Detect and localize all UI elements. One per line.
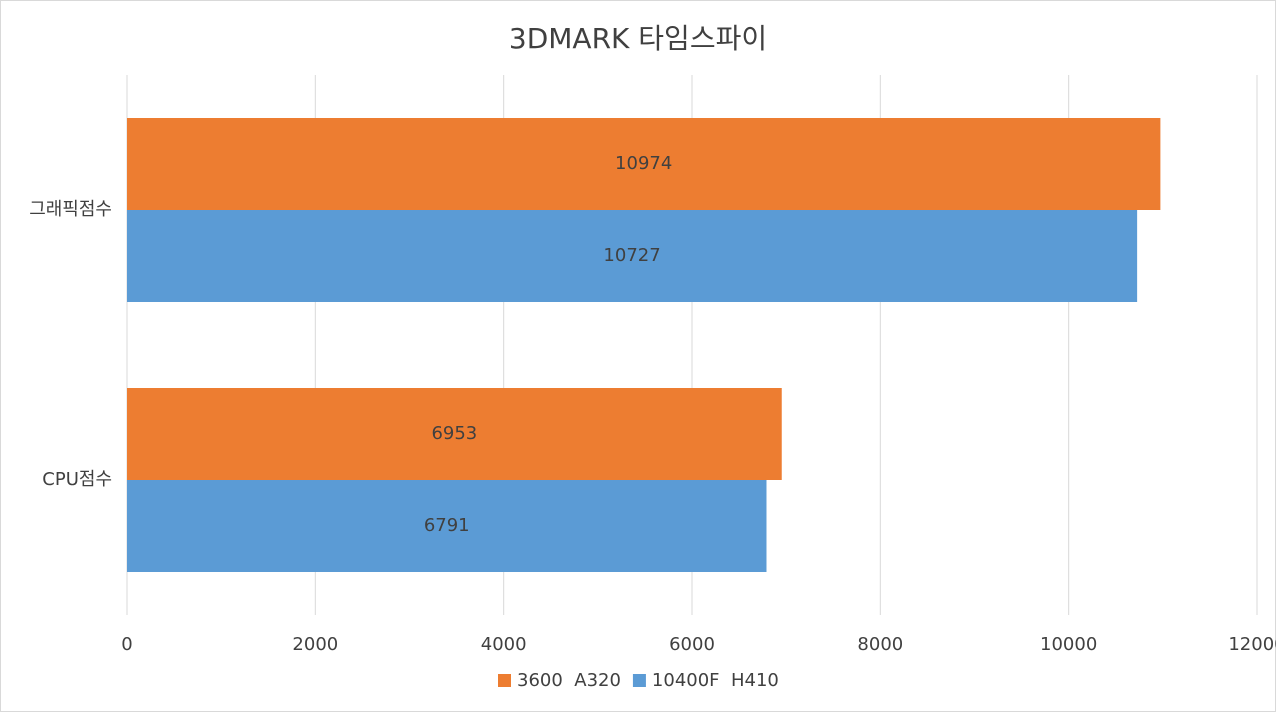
- chart-title: 3DMARK 타임스파이: [509, 22, 767, 55]
- x-tick-label: 2000: [292, 634, 338, 655]
- data-label: 10727: [603, 245, 660, 266]
- legend-swatch: [498, 674, 511, 687]
- x-tick-label: 10000: [1040, 634, 1097, 655]
- legend: 3600 A320 10400F H410: [498, 670, 779, 691]
- y-tick-label: 그래픽점수: [29, 199, 112, 220]
- data-label: 6791: [424, 515, 470, 536]
- bar: [127, 480, 767, 572]
- y-tick-label: CPU점수: [42, 469, 112, 490]
- bar: [127, 118, 1161, 210]
- data-label: 6953: [431, 423, 477, 444]
- x-tick-label: 12000: [1228, 634, 1276, 655]
- legend-swatch: [632, 674, 646, 687]
- legend-label: 3600 A320: [517, 670, 621, 691]
- x-tick-label: 4000: [481, 634, 527, 655]
- bar: [127, 388, 782, 480]
- x-tick-label: 8000: [857, 634, 903, 655]
- data-label: 10974: [615, 153, 672, 174]
- legend-label: 10400F H410: [652, 670, 779, 691]
- x-tick-label: 6000: [669, 634, 715, 655]
- x-tick-label: 0: [121, 634, 132, 655]
- bar: [127, 210, 1138, 302]
